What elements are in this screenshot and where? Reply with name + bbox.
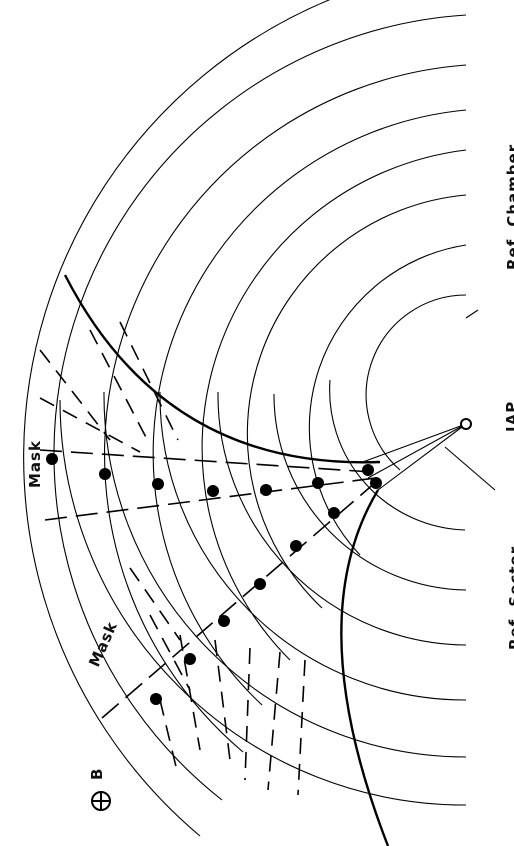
mask-line-upper: [39, 449, 373, 473]
hit-dot: [99, 468, 111, 480]
mask-dashed-lines: [39, 321, 377, 796]
hit-dot: [218, 615, 230, 627]
chamber-arc-8: [23, 0, 331, 837]
mask-tick-1: [39, 349, 111, 441]
ref-chamber-label: Ref. Chamber: [504, 144, 514, 270]
hit-dot: [370, 477, 382, 489]
mask-tick-2: [39, 397, 141, 453]
hit-dot: [362, 464, 374, 476]
ref-chamber-leader: [465, 309, 479, 319]
chamber-arc-9: [329, 379, 466, 531]
hit-dot: [312, 477, 324, 489]
hit-dot: [46, 453, 58, 465]
chamber-arc-14: [59, 399, 467, 806]
mask-tick-10: [267, 651, 281, 791]
hit-dot: [207, 485, 219, 497]
chamber-arc-6: [103, 64, 467, 753]
chamber-arc-7: [53, 14, 467, 801]
chamber-arcs: [23, 0, 467, 837]
ref-sector-label: Ref. Sector: [506, 546, 514, 650]
hit-dot: [254, 578, 266, 590]
chamber-arc-3: [246, 194, 467, 609]
chamber-arc-11: [217, 391, 467, 646]
chamber-arc-1: [365, 294, 467, 471]
chamber-arc-13: [103, 391, 467, 758]
hit-dot: [260, 484, 272, 496]
lower-boundary-curve: [340, 489, 390, 846]
chamber-arc-12: [159, 391, 467, 701]
ref-sector-leader: [444, 446, 496, 491]
upper-boundary-curve: [63, 274, 381, 464]
mask-tick-8: [214, 639, 231, 761]
beam-symbol-icon: [91, 791, 111, 811]
mask-tick-3: [89, 329, 151, 446]
mask-tick-7: [179, 634, 201, 751]
mask-tick-12: [159, 699, 179, 776]
detector-hits: [46, 453, 382, 705]
sector-line-2: [367, 423, 467, 479]
sector-line-3: [377, 423, 467, 491]
iap-marker-icon: [460, 418, 472, 430]
ref-sector-lines: [359, 423, 467, 491]
mask-tick-9: [244, 647, 251, 781]
chamber-arc-2: [308, 244, 467, 556]
mask-tick-11: [297, 659, 306, 796]
hit-dot: [290, 540, 302, 552]
mask-line-mid: [44, 477, 377, 521]
mask-tick-4: [119, 321, 179, 441]
hit-dot: [184, 653, 196, 665]
chamber-arc-4: [201, 149, 467, 661]
iap-label: IAP: [503, 401, 514, 432]
hit-dot: [150, 693, 162, 705]
sector-line-1: [359, 423, 467, 464]
mask-bottom-label: Mask: [85, 618, 121, 669]
hit-dot: [328, 507, 340, 519]
mask-tick-5: [129, 567, 181, 641]
chamber-arc-5: [152, 109, 467, 706]
chamber-arc-10: [273, 393, 467, 591]
hit-dot: [152, 478, 164, 490]
mask-tick-6: [149, 614, 191, 691]
mask-top-label: Mask: [26, 440, 44, 488]
beam-label: B: [88, 768, 106, 780]
